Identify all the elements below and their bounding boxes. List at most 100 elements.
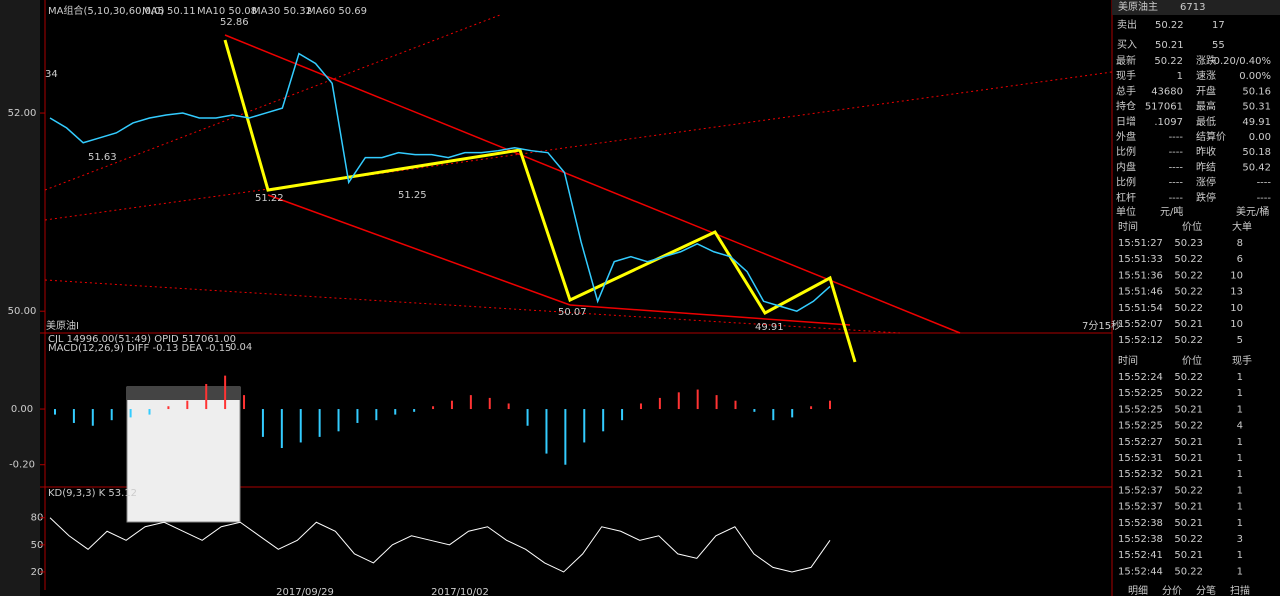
tab[interactable]: 明细 xyxy=(1128,584,1148,596)
quote-label: 涨停 xyxy=(1196,176,1216,189)
price-annotation: 49.91 xyxy=(755,322,784,333)
quote-label: 昨结 xyxy=(1196,160,1216,173)
quote-label: 持仓 xyxy=(1116,100,1136,113)
table-price: 50.22 xyxy=(1174,335,1203,346)
y-tick-label: 20 xyxy=(31,567,44,578)
table-volume: 13 xyxy=(1230,287,1243,298)
table-volume: 1 xyxy=(1237,453,1243,464)
quote-value: 50.22 xyxy=(1154,56,1183,67)
y-tick-label: 52.00 xyxy=(8,108,37,119)
quote-value: ---- xyxy=(1169,178,1184,189)
tab[interactable]: 分价 xyxy=(1162,585,1182,596)
quote-label: 最高 xyxy=(1196,100,1216,113)
table-time: 15:51:33 xyxy=(1118,254,1163,265)
y-tick-label: 50.00 xyxy=(8,306,37,317)
table-price: 50.21 xyxy=(1174,502,1203,513)
quote-value: ---- xyxy=(1169,162,1184,173)
table-price: 50.22 xyxy=(1174,388,1203,399)
table-time: 15:52:25 xyxy=(1118,404,1163,415)
quote-value: 0.00% xyxy=(1239,71,1271,82)
table-time: 15:52:41 xyxy=(1118,550,1163,561)
table-price: 50.21 xyxy=(1174,453,1203,464)
quote-label: 比例 xyxy=(1116,176,1136,189)
table-volume: 1 xyxy=(1237,469,1243,480)
quote-label: 日增 xyxy=(1116,115,1136,128)
table-time: 15:51:54 xyxy=(1118,303,1163,314)
table-volume: 6 xyxy=(1237,254,1243,265)
quote-value: 50.16 xyxy=(1242,86,1271,97)
table-time: 15:52:37 xyxy=(1118,502,1163,513)
tab[interactable]: 分笔 xyxy=(1196,584,1216,596)
date-label: 2017/09/29 xyxy=(276,587,334,596)
table-price: 50.22 xyxy=(1174,566,1203,577)
table-header: 时间 xyxy=(1118,220,1138,233)
table-time: 15:52:32 xyxy=(1118,469,1163,480)
quote-value: 1 xyxy=(1177,71,1183,82)
y-tick-label: 0.00 xyxy=(11,404,33,415)
table-price: 50.21 xyxy=(1174,319,1203,330)
quote-header xyxy=(1112,0,1280,15)
table-time: 15:52:25 xyxy=(1118,421,1163,432)
quote-value: -0.20/0.40% xyxy=(1210,56,1271,67)
table-volume: 1 xyxy=(1237,437,1243,448)
quote-value: 50.31 xyxy=(1242,102,1271,113)
trend-line xyxy=(44,71,1113,221)
table-time: 15:52:07 xyxy=(1118,319,1163,330)
k-line xyxy=(49,517,831,573)
table-header: 价位 xyxy=(1182,220,1202,233)
price-line xyxy=(49,52,831,313)
unit-value: 美元/桶 xyxy=(1236,205,1269,218)
order-label: 买入 xyxy=(1117,39,1137,51)
tab[interactable]: 扫描 xyxy=(1230,584,1250,596)
sidebar xyxy=(0,0,40,596)
quote-label: 比例 xyxy=(1116,145,1136,158)
table-volume: 10 xyxy=(1230,319,1243,330)
y-tick-label: 80 xyxy=(31,513,44,524)
quote-value: 517061 xyxy=(1145,102,1183,113)
table-volume: 1 xyxy=(1237,404,1243,415)
quote-label: 最新 xyxy=(1116,54,1136,67)
macd-peak: 0.04 xyxy=(230,342,252,353)
quote-label: 现手 xyxy=(1116,69,1136,82)
table-time: 15:52:31 xyxy=(1118,453,1163,464)
price-annotation: 51.63 xyxy=(88,152,117,163)
quote-value: 49.91 xyxy=(1242,117,1271,128)
quote-code: 6713 xyxy=(1180,2,1205,13)
table-time: 15:52:27 xyxy=(1118,437,1163,448)
table-volume: 1 xyxy=(1237,566,1243,577)
ma-label: MA10 50.08 xyxy=(197,6,257,17)
quote-label: 外盘 xyxy=(1116,130,1136,143)
table-price: 50.22 xyxy=(1174,534,1203,545)
quote-value: ---- xyxy=(1169,193,1184,204)
y-tick-label: -0.20 xyxy=(9,460,35,471)
table-volume: 1 xyxy=(1237,550,1243,561)
ma-label: MA5 50.11 xyxy=(142,6,196,17)
unit-value: 元/吨 xyxy=(1160,205,1183,218)
quote-label: 最低 xyxy=(1196,115,1216,128)
table-volume: 3 xyxy=(1237,534,1243,545)
table-volume: 5 xyxy=(1237,335,1243,346)
quote-value: 0.00 xyxy=(1249,132,1271,143)
quote-label: 昨收 xyxy=(1196,145,1216,158)
table-time: 15:52:38 xyxy=(1118,534,1163,545)
table-volume: 1 xyxy=(1237,372,1243,383)
table-time: 15:51:46 xyxy=(1118,287,1163,298)
table-price: 50.22 xyxy=(1174,372,1203,383)
quote-label: 结算价 xyxy=(1196,130,1226,143)
table-volume: 1 xyxy=(1237,518,1243,529)
price-annotation: 51.25 xyxy=(398,190,427,201)
quote-value: ---- xyxy=(1169,132,1184,143)
price-annotation: 51.22 xyxy=(255,193,284,204)
draw-toolbar[interactable] xyxy=(126,386,241,523)
quote-label: 开盘 xyxy=(1196,84,1216,97)
quote-value: 43680 xyxy=(1151,86,1183,97)
table-price: 50.21 xyxy=(1174,550,1203,561)
macd-legend: MACD(12,26,9) DIFF -0.13 DEA -0.15 xyxy=(48,343,231,354)
table-volume: 10 xyxy=(1230,303,1243,314)
table-header: 大单 xyxy=(1232,220,1252,233)
table-time: 15:52:25 xyxy=(1118,388,1163,399)
order-price: 50.22 xyxy=(1155,20,1184,31)
unit-label: 单位 xyxy=(1116,205,1136,218)
trend-line xyxy=(267,194,571,306)
table-time: 15:52:24 xyxy=(1118,372,1163,383)
